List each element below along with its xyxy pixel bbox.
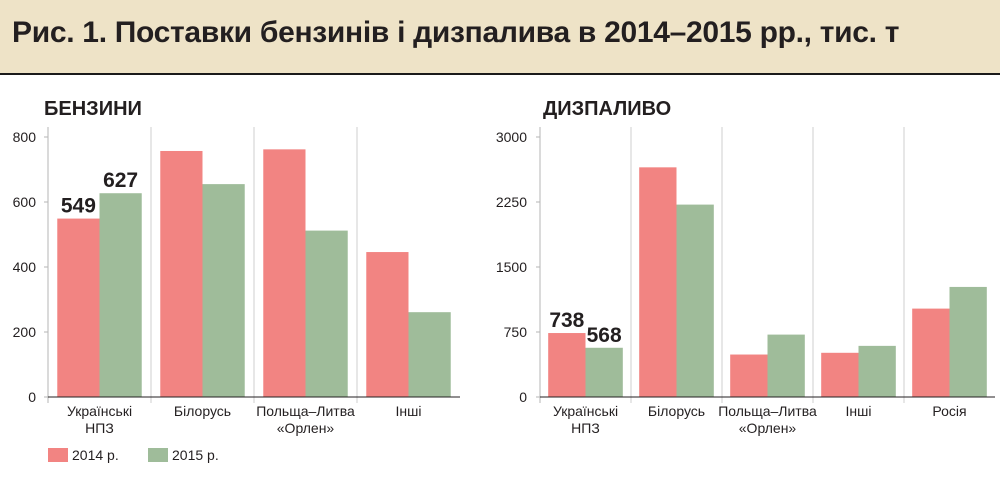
gasoline-bar-2014-1	[160, 150, 203, 397]
gasoline-ytick-600: 600	[13, 194, 37, 210]
diesel-ytick-750: 750	[504, 324, 528, 340]
diesel-category-label-4-0: Росія	[932, 403, 966, 419]
gasoline-category-label-0-0: Українські	[67, 403, 132, 419]
diesel-ytick-2250: 2250	[496, 194, 527, 210]
gasoline-bar-2015-3	[408, 312, 451, 397]
gasoline-category-label-0-1: НПЗ	[85, 420, 114, 436]
diesel-bar-2014-4	[912, 308, 950, 397]
diesel-data-label-568: 568	[587, 324, 622, 347]
legend-swatch-2014	[48, 448, 68, 462]
diesel-category-label-3-0: Інші	[846, 403, 872, 419]
diesel-bar-2015-4	[949, 286, 987, 397]
gasoline-category-label-2-1: «Орлен»	[277, 420, 335, 436]
gasoline-bar-2014-2	[263, 149, 306, 397]
gasoline-ytick-400: 400	[13, 259, 37, 275]
gasoline-category-label-3-0: Інші	[396, 403, 422, 419]
diesel-bar-2015-3	[858, 345, 896, 397]
diesel-bar-2014-3	[821, 352, 859, 397]
diesel-bar-2015-2	[767, 334, 805, 397]
diesel-bar-2014-1	[639, 167, 677, 397]
diesel-bar-2015-0	[585, 347, 623, 397]
diesel-category-label-0-1: НПЗ	[571, 420, 600, 436]
gasoline-category-label-1-0: Білорусь	[174, 403, 231, 419]
gasoline-category-label-2-0: Польща–Литва	[256, 403, 355, 419]
diesel-ytick-0: 0	[519, 389, 527, 405]
gasoline-bar-2015-0	[99, 193, 142, 397]
gasoline-bar-2015-2	[305, 230, 348, 397]
diesel-bar-2014-0	[548, 333, 586, 397]
gasoline-ytick-0: 0	[28, 389, 36, 405]
diesel-title: ДИЗПАЛИВО	[543, 98, 671, 120]
legend-label-2015: 2015 р.	[172, 447, 219, 463]
diesel-category-label-1-0: Білорусь	[648, 403, 705, 419]
diesel-bar-2014-2	[730, 354, 768, 397]
diesel-ytick-3000: 3000	[496, 129, 527, 145]
diesel-bar-2015-1	[676, 204, 714, 397]
diesel-category-label-0-0: Українські	[553, 403, 618, 419]
legend-label-2014: 2014 р.	[72, 447, 119, 463]
gasoline-bar-2014-0	[57, 218, 100, 397]
gasoline-bar-2014-3	[366, 252, 409, 397]
diesel-category-label-2-0: Польща–Литва	[718, 403, 817, 419]
figure-title: Рис. 1. Поставки бензинів і дизпалива в …	[12, 16, 900, 49]
chart-header: Рис. 1. Поставки бензинів і дизпалива в …	[0, 0, 1000, 75]
gasoline-ytick-200: 200	[13, 324, 37, 340]
gasoline-data-label-627: 627	[103, 169, 138, 192]
gasoline-data-label-549: 549	[61, 195, 96, 218]
gasoline-bar-2015-1	[202, 184, 245, 397]
diesel-ytick-1500: 1500	[496, 259, 527, 275]
diesel-data-label-738: 738	[549, 309, 584, 332]
legend-swatch-2015	[148, 448, 168, 462]
diesel-category-label-2-1: «Орлен»	[739, 420, 797, 436]
gasoline-ytick-800: 800	[13, 129, 37, 145]
gasoline-title: БЕНЗИНИ	[44, 98, 142, 120]
